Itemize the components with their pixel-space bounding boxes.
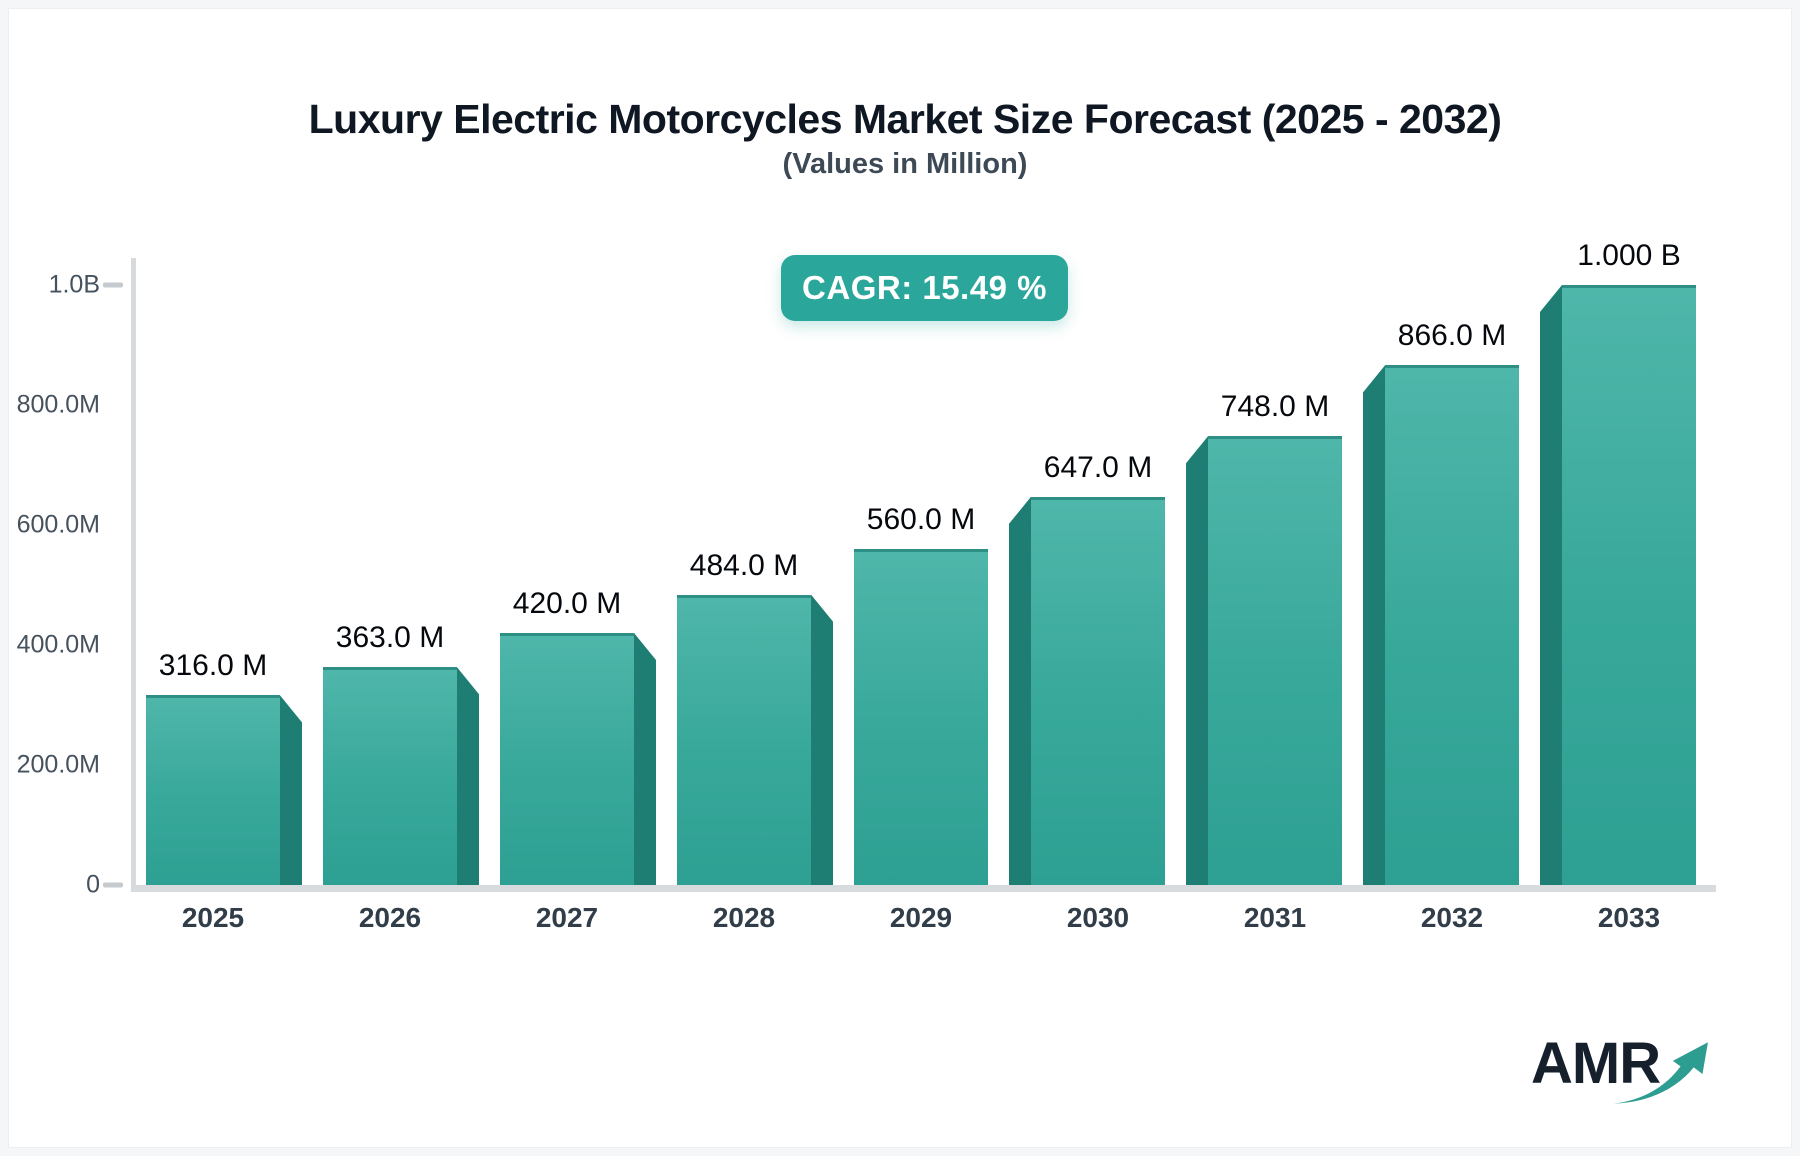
y-tick-mark xyxy=(103,882,123,888)
y-tick-label: 400.0M xyxy=(16,630,100,659)
bar-side-face-2032 xyxy=(1363,365,1385,885)
bar-value-label: 866.0 M xyxy=(1397,319,1507,353)
bar-2030[interactable] xyxy=(1031,496,1165,885)
y-tick-label: 600.0M xyxy=(16,510,100,539)
bar-side-face-2026 xyxy=(457,667,479,885)
cagr-badge-label: CAGR: 15.49 % xyxy=(802,269,1047,306)
y-tick-mark xyxy=(103,282,123,288)
bar-side-face-2033 xyxy=(1540,285,1562,885)
bar-2025[interactable] xyxy=(146,695,280,885)
amr-logo: AMR xyxy=(1531,1030,1711,1110)
bar-value-label: 748.0 M xyxy=(1220,390,1330,424)
bar-2032[interactable] xyxy=(1385,365,1519,885)
chart-subtitle: (Values in Million) xyxy=(782,148,1028,180)
x-axis-baseline xyxy=(131,885,1716,892)
bar-side-face-2027 xyxy=(634,633,656,885)
bar-side-face-2030 xyxy=(1009,496,1031,885)
year-label-2032: 2032 xyxy=(1420,902,1484,933)
bar-value-label: 560.0 M xyxy=(866,503,976,536)
y-tick-label: 0 xyxy=(86,870,100,899)
bar-value-label: 420.0 M xyxy=(512,587,622,620)
year-label-2028: 2028 xyxy=(712,902,776,933)
y-tick-label: 1.0B xyxy=(48,270,100,299)
bar-value-label: 363.0 M xyxy=(335,621,445,655)
bar-side-face-2031 xyxy=(1186,436,1208,885)
y-tick-label: 800.0M xyxy=(16,390,100,419)
bar-side-face-2025 xyxy=(280,695,302,885)
year-label-2033: 2033 xyxy=(1597,902,1661,933)
bar-2027[interactable] xyxy=(500,633,634,885)
bar-2029[interactable] xyxy=(854,549,988,885)
bar-value-label: 647.0 M xyxy=(1043,450,1153,484)
bar-value-label: 316.0 M xyxy=(158,649,268,683)
year-label-2027: 2027 xyxy=(535,902,599,933)
y-axis-line xyxy=(131,258,136,892)
bar-2028[interactable] xyxy=(677,594,811,885)
year-label-2031: 2031 xyxy=(1243,902,1307,933)
bar-2033[interactable] xyxy=(1562,285,1696,885)
growth-arrow-icon xyxy=(1613,1042,1708,1104)
year-label-2030: 2030 xyxy=(1066,902,1130,933)
bar-2031[interactable] xyxy=(1208,436,1342,885)
y-tick-label: 200.0M xyxy=(16,750,100,779)
year-label-2025: 2025 xyxy=(181,902,245,933)
year-label-2029: 2029 xyxy=(889,902,953,933)
year-label-2026: 2026 xyxy=(358,902,422,933)
amr-logo-text: AMR xyxy=(1531,1031,1661,1096)
cagr-badge: CAGR: 15.49 % xyxy=(781,255,1068,321)
page-title: Luxury Electric Motorcycles Market Size … xyxy=(308,96,1502,142)
bar-2026[interactable] xyxy=(323,667,457,885)
bar-value-label: 484.0 M xyxy=(689,548,799,582)
bar-value-label: 1.000 B xyxy=(1577,239,1681,272)
bar-side-face-2028 xyxy=(811,594,833,885)
